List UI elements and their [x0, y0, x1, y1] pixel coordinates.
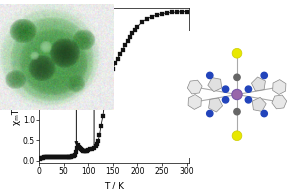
Circle shape [245, 86, 252, 92]
Polygon shape [208, 78, 222, 92]
Y-axis label: χₘT / cm³ K mol⁻¹: χₘT / cm³ K mol⁻¹ [12, 45, 21, 125]
Circle shape [261, 110, 267, 117]
Circle shape [207, 110, 213, 117]
Circle shape [261, 72, 267, 79]
Circle shape [234, 108, 240, 115]
X-axis label: T / K: T / K [104, 181, 124, 189]
Circle shape [232, 131, 242, 141]
Polygon shape [187, 80, 202, 94]
Circle shape [232, 89, 242, 100]
Polygon shape [273, 80, 286, 94]
Polygon shape [188, 94, 201, 109]
Circle shape [232, 48, 242, 58]
Circle shape [207, 72, 213, 79]
Circle shape [222, 97, 229, 103]
Polygon shape [252, 97, 266, 111]
Polygon shape [251, 77, 266, 91]
Circle shape [222, 86, 229, 92]
Circle shape [234, 74, 240, 81]
Circle shape [245, 97, 252, 103]
Polygon shape [208, 98, 223, 112]
Polygon shape [272, 95, 287, 109]
